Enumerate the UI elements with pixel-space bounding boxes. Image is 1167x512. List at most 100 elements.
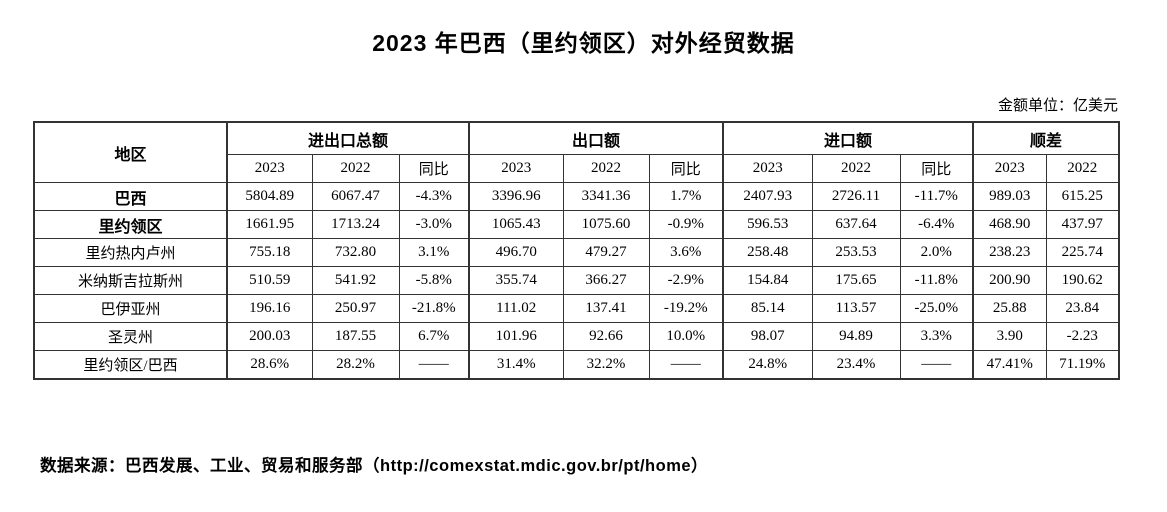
value-cell: 92.66 (562, 322, 650, 351)
value-cell: 479.27 (562, 238, 650, 267)
value-cell: 28.2% (311, 350, 400, 380)
value-cell: 596.53 (722, 210, 813, 239)
table-body: 巴西 5804.89 6067.47 -4.3% 3396.96 3341.36 1.7% 2… (33, 182, 1120, 380)
table-row: 米纳斯吉拉斯州 510.59 541.92 -5.8% 355.74 366.27 -2.9… (33, 266, 1120, 295)
value-cell: 111.02 (468, 294, 564, 323)
value-cell: 94.89 (811, 322, 901, 351)
value-cell: -2.9% (648, 266, 724, 295)
value-cell: 437.97 (1045, 210, 1120, 239)
value-cell: 1065.43 (468, 210, 564, 239)
value-cell: 2407.93 (722, 182, 813, 211)
subheader-export-2022: 2022 (562, 154, 650, 183)
header-group-imports: 进口额 (722, 121, 974, 155)
value-cell: 250.97 (311, 294, 400, 323)
header-group-exports: 出口额 (467, 121, 724, 155)
subheader-import-2022: 2022 (811, 154, 901, 183)
value-cell: —— (398, 350, 470, 380)
table-row: 圣灵州 200.03 187.55 6.7% 101.96 92.66 10.0% 98.07… (33, 322, 1120, 351)
value-cell: 3.90 (972, 322, 1047, 351)
data-source-note: 数据来源：巴西发展、工业、贸易和服务部（http://comexstat.mdi… (40, 457, 709, 475)
value-cell: 755.18 (226, 238, 313, 267)
value-cell: 6.7% (398, 322, 470, 351)
subheader-import-yoy: 同比 (899, 154, 974, 183)
value-cell: 71.19% (1045, 350, 1120, 380)
value-cell: 154.84 (722, 266, 813, 295)
value-cell: 355.74 (468, 266, 564, 295)
value-cell: 989.03 (972, 182, 1047, 211)
subheader-import-2023: 2023 (722, 154, 813, 183)
value-cell: 1075.60 (562, 210, 650, 239)
value-cell: 2726.11 (811, 182, 901, 211)
table-header-years: 2023 2022 同比 2023 2022 同比 2023 2022 同比 2… (34, 154, 1120, 183)
value-cell: -25.0% (899, 294, 974, 323)
value-cell: —— (899, 350, 974, 380)
value-cell: -0.9% (648, 210, 724, 239)
table-row: 里约热内卢州 755.18 732.80 3.1% 496.70 479.27 3.6% 25… (33, 238, 1120, 267)
value-cell: 23.4% (811, 350, 901, 380)
value-cell: 24.8% (722, 350, 813, 380)
value-cell: 47.41% (972, 350, 1047, 380)
value-cell: 3.1% (398, 238, 470, 267)
value-cell: -19.2% (648, 294, 724, 323)
value-cell: 113.57 (811, 294, 901, 323)
region-cell: 米纳斯吉拉斯州 (33, 266, 228, 295)
value-cell: 258.48 (722, 238, 813, 267)
value-cell: 200.03 (226, 322, 313, 351)
value-cell: -4.3% (398, 182, 470, 211)
trade-data-table: 地区 进出口总额 出口额 进口额 顺差 2023 2022 同比 2023 20… (33, 121, 1121, 380)
value-cell: 253.53 (811, 238, 901, 267)
value-cell: -5.8% (398, 266, 470, 295)
page-title: 2023 年巴西（里约领区）对外经贸数据 (372, 30, 795, 56)
region-cell: 巴西 (33, 182, 228, 211)
value-cell: 496.70 (468, 238, 564, 267)
header-group-surplus: 顺差 (972, 121, 1120, 155)
value-cell: 32.2% (562, 350, 650, 380)
value-cell: 238.23 (972, 238, 1047, 267)
value-cell: 98.07 (722, 322, 813, 351)
header-group-total-trade: 进出口总额 (226, 121, 470, 155)
value-cell: 1.7% (648, 182, 724, 211)
value-cell: 5804.89 (226, 182, 313, 211)
value-cell: 468.90 (972, 210, 1047, 239)
table-row: 里约领区 1661.95 1713.24 -3.0% 1065.43 1075.60 -0.… (33, 210, 1120, 239)
value-cell: 3.3% (899, 322, 974, 351)
subheader-total-2022: 2022 (311, 154, 400, 183)
value-cell: 732.80 (311, 238, 400, 267)
value-cell: -11.7% (899, 182, 974, 211)
value-cell: 541.92 (311, 266, 400, 295)
table-row: 巴西 5804.89 6067.47 -4.3% 3396.96 3341.36 1.7% 2… (33, 182, 1120, 211)
value-cell: 190.62 (1045, 266, 1120, 295)
value-cell: 3341.36 (562, 182, 650, 211)
value-cell: 1661.95 (226, 210, 313, 239)
value-cell: 23.84 (1045, 294, 1120, 323)
value-cell: 101.96 (468, 322, 564, 351)
value-cell: 137.41 (562, 294, 650, 323)
value-cell: 10.0% (648, 322, 724, 351)
value-cell: -3.0% (398, 210, 470, 239)
value-cell: 187.55 (311, 322, 400, 351)
value-cell: 6067.47 (311, 182, 400, 211)
subheader-surplus-2023: 2023 (972, 154, 1047, 183)
value-cell: —— (648, 350, 724, 380)
value-cell: 615.25 (1045, 182, 1120, 211)
value-cell: 366.27 (562, 266, 650, 295)
region-cell: 里约领区 (33, 210, 228, 239)
subheader-total-yoy: 同比 (398, 154, 470, 183)
value-cell: 25.88 (972, 294, 1047, 323)
region-cell: 圣灵州 (33, 322, 228, 351)
value-cell: 200.90 (972, 266, 1047, 295)
table-row: 里约领区/巴西 28.6% 28.2% —— 31.4% 32.2% —— 24.8% 23.4… (33, 350, 1120, 380)
value-cell: 175.65 (811, 266, 901, 295)
region-cell: 里约领区/巴西 (33, 350, 228, 380)
unit-note: 金额单位：亿美元 (997, 98, 1118, 114)
value-cell: 225.74 (1045, 238, 1120, 267)
value-cell: 196.16 (226, 294, 313, 323)
value-cell: 3396.96 (468, 182, 564, 211)
table-row: 巴伊亚州 196.16 250.97 -21.8% 111.02 137.41 -19.2%… (33, 294, 1120, 323)
value-cell: -11.8% (899, 266, 974, 295)
subheader-export-yoy: 同比 (648, 154, 724, 183)
table-section: 金额单位：亿美元 地区 进出口总额 出口额 进口额 顺差 2023 2022 同… (33, 94, 1121, 380)
value-cell: 85.14 (722, 294, 813, 323)
subheader-export-2023: 2023 (468, 154, 564, 183)
subheader-total-2023: 2023 (226, 154, 313, 183)
